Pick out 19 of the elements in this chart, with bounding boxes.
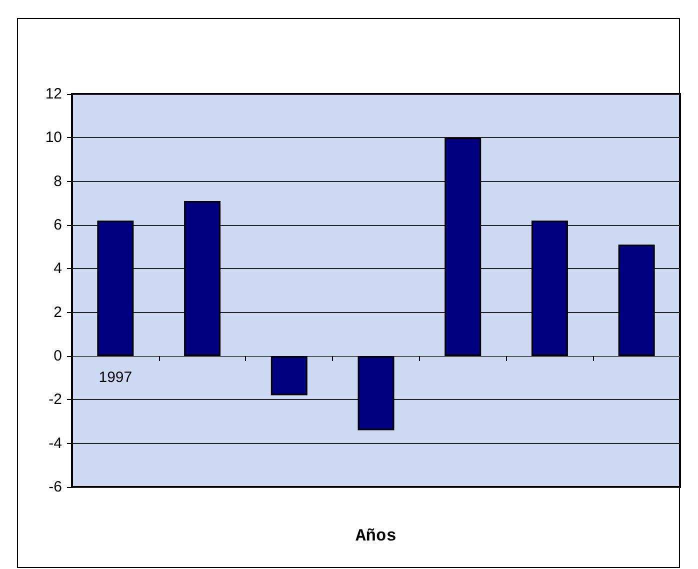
- y-tick-label: 12: [45, 86, 62, 102]
- bar: [531, 220, 568, 356]
- x-axis-title: Años: [356, 528, 396, 546]
- bar: [618, 244, 655, 356]
- y-tick-label: 6: [54, 216, 62, 234]
- y-tick-label: 2: [54, 304, 62, 321]
- bar: [97, 220, 134, 356]
- bar: [270, 356, 308, 396]
- x-tick-label: 1997: [98, 369, 132, 386]
- y-tick-label: -4: [48, 434, 62, 452]
- bar: [184, 200, 221, 356]
- bar: [358, 356, 394, 430]
- bar: [444, 138, 482, 356]
- y-tick-label: -6: [48, 478, 62, 496]
- y-tick-label: 0: [54, 348, 62, 364]
- y-tick-label: 10: [45, 129, 62, 146]
- y-tick-label: -2: [48, 391, 62, 408]
- y-tick-label: 4: [54, 260, 62, 278]
- y-tick-label: 8: [54, 172, 62, 190]
